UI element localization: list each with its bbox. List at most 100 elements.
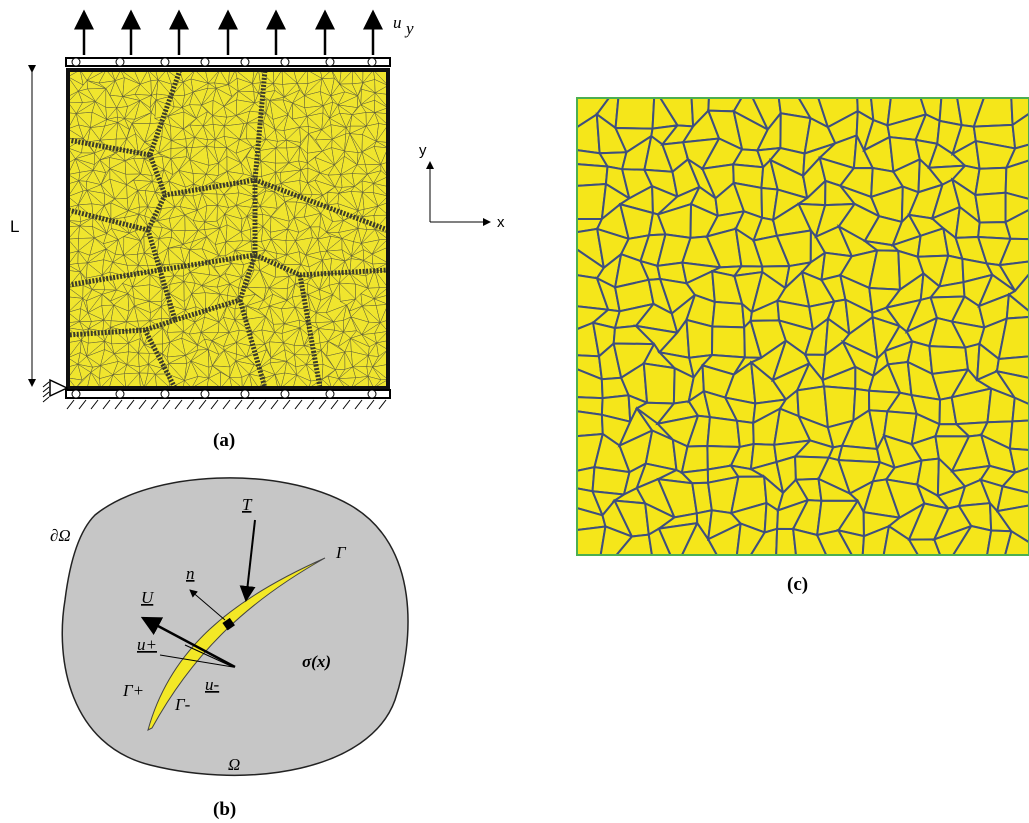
hatch (222, 399, 231, 410)
caption-b: (b) (213, 799, 236, 820)
voronoi-cell (951, 524, 993, 555)
mesh-triangle (206, 377, 222, 388)
pin-support (49, 378, 69, 398)
domain-label: Ω (228, 755, 240, 774)
hatch (186, 399, 195, 410)
voronoi-cell (986, 529, 1013, 555)
hatch (114, 399, 123, 410)
voronoi-cell (998, 237, 1029, 267)
roller (325, 57, 335, 67)
voronoi-cell (974, 191, 1007, 224)
caption-a: (a) (213, 430, 235, 451)
voronoi-cell (907, 538, 942, 555)
voronoi-cell (995, 504, 1029, 544)
caption-c: (c) (787, 574, 808, 595)
jump-arrow (140, 616, 236, 669)
load-subscript: y (404, 19, 414, 38)
stress-label: σ(x) (302, 652, 331, 671)
traction-arrow (239, 519, 256, 602)
mesh-triangle (367, 376, 374, 388)
voronoi-cell (706, 521, 742, 555)
mesh-triangle (87, 371, 101, 388)
voronoi-cell (647, 527, 672, 555)
mesh-triangle (139, 372, 145, 388)
crack (147, 557, 326, 731)
voronoi-cell (711, 300, 746, 329)
roller (200, 389, 210, 399)
axis-y-label: y (419, 142, 427, 159)
hatch (198, 399, 207, 410)
roller (160, 389, 170, 399)
hatch (378, 399, 387, 410)
u-minus-line (184, 644, 234, 668)
boundary-label: ∂Ω (50, 526, 71, 545)
voronoi-cell (735, 419, 755, 449)
roller (115, 57, 125, 67)
voronoi-cell (577, 163, 609, 187)
mesh-triangle (249, 373, 260, 388)
voronoi-cell (1004, 159, 1029, 200)
voronoi-cell (1007, 272, 1029, 313)
voronoi-cell (1004, 208, 1029, 241)
voronoi-cell (1004, 529, 1029, 555)
roller (280, 389, 290, 399)
roller (367, 57, 377, 67)
hatch (42, 396, 50, 403)
voronoi-cell (685, 318, 714, 359)
roller (200, 57, 210, 67)
mesh-triangle (154, 373, 171, 388)
voronoi-cell (998, 260, 1029, 293)
voronoi-cell (657, 521, 699, 555)
roller (280, 57, 290, 67)
roller (240, 389, 250, 399)
mesh-triangle (108, 374, 127, 388)
hatch (246, 399, 255, 410)
voronoi-mesh (577, 98, 1029, 555)
crack-label: Γ (335, 543, 347, 562)
top-beam (65, 57, 391, 67)
hatch (354, 399, 363, 410)
length-label: L (10, 217, 19, 236)
hatch (42, 391, 50, 398)
grain-boundaries (68, 70, 388, 388)
normal-arrow (189, 589, 226, 621)
voronoi-cell (577, 410, 604, 438)
mesh-triangle (338, 378, 352, 388)
voronoi-cell (775, 527, 797, 555)
hatch (162, 399, 171, 410)
hatch (210, 399, 219, 410)
fine-mesh (68, 70, 388, 388)
voronoi-cell (882, 524, 920, 555)
hatch (174, 399, 183, 410)
hatch (282, 399, 291, 410)
hatch (138, 399, 147, 410)
mesh-triangle (229, 376, 243, 388)
hatch (258, 399, 267, 410)
roller (115, 389, 125, 399)
voronoi-cell (997, 315, 1029, 361)
voronoi-cell (642, 362, 676, 405)
hatch (234, 399, 243, 410)
crack-element (222, 617, 235, 631)
voronoi-cell (615, 533, 653, 555)
roller (71, 389, 81, 399)
roller (240, 57, 250, 67)
voronoi-cell (815, 529, 854, 555)
voronoi-cell (791, 527, 828, 555)
voronoi-cell (749, 527, 779, 555)
voronoi-cell (836, 528, 866, 555)
hatch (150, 399, 159, 410)
u-plus-label: u+ (137, 635, 157, 654)
roller (160, 57, 170, 67)
u-minus-label: u- (205, 675, 220, 694)
mesh-triangle (320, 378, 332, 388)
hatch (318, 399, 327, 410)
crack-minus-label: Γ- (174, 695, 191, 714)
hatch (330, 399, 339, 410)
mesh-triangle (274, 374, 282, 388)
voronoi-cell (706, 415, 741, 448)
roller (325, 389, 335, 399)
hatch (270, 399, 279, 410)
load-label: u (393, 13, 402, 32)
